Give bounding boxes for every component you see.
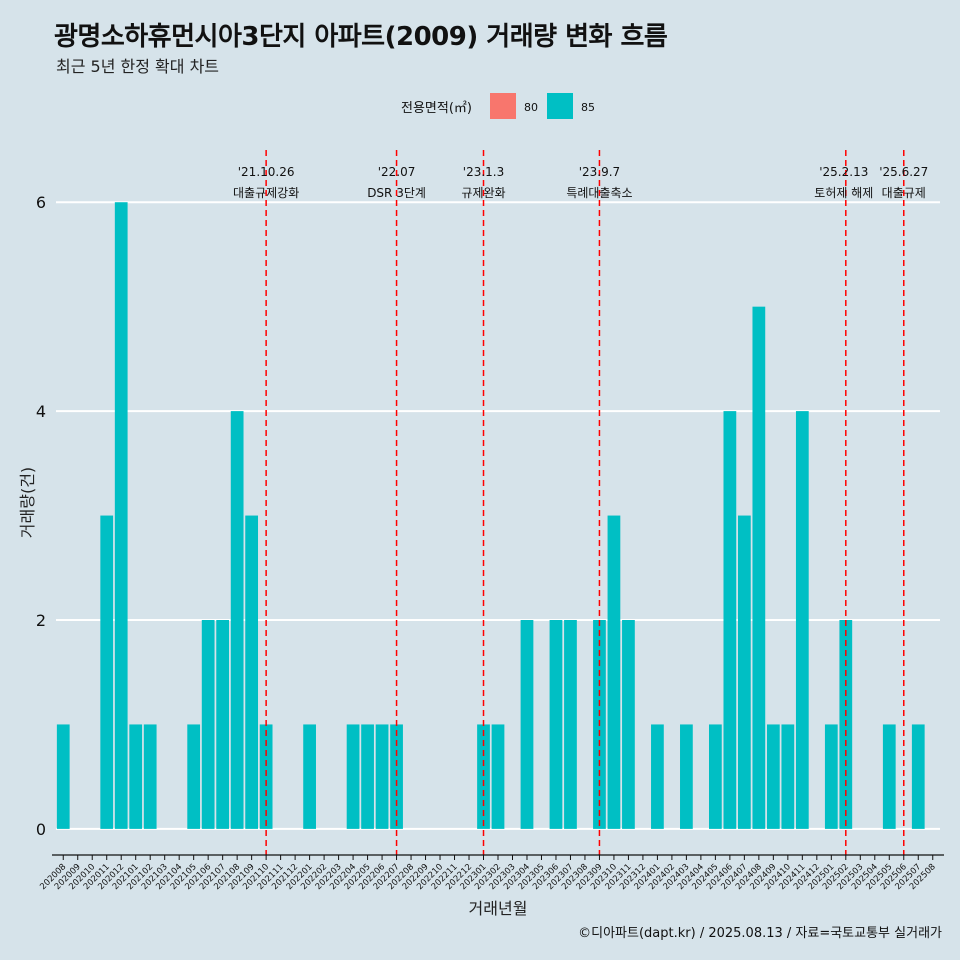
event-date: '23.1.3 — [463, 165, 504, 179]
bar-202101 — [129, 724, 143, 829]
y-tick-label: 6 — [36, 193, 46, 212]
y-axis: 0 2 4 6 거래량(건) — [18, 193, 46, 839]
x-axis: 2020082020092020102020112020122021012021… — [38, 854, 944, 918]
bar-202409 — [766, 724, 780, 829]
bars — [56, 202, 925, 829]
bar-202207 — [390, 724, 403, 829]
legend-swatch-85 — [547, 93, 573, 119]
bar-202204 — [346, 724, 360, 829]
bar-202505 — [882, 724, 896, 829]
y-tick-label: 4 — [36, 402, 46, 421]
bar-202108 — [230, 411, 244, 829]
bar-202102 — [143, 724, 157, 829]
x-axis-label: 거래년월 — [469, 899, 528, 918]
bar-202310 — [607, 515, 621, 829]
event-date: '21.10.26 — [238, 165, 295, 179]
bar-202110 — [259, 724, 273, 829]
bar-202201 — [303, 724, 316, 829]
event-markers: '21.10.26 대출규제강화 '22.07 DSR 3단계 '23.1.3 규제완화 '… — [233, 150, 928, 855]
bar-202106 — [201, 620, 215, 829]
event-date: '22.07 — [378, 165, 416, 179]
event-label: 토허제 해제 — [814, 186, 873, 200]
legend-label-85: 85 — [581, 101, 595, 114]
bar-202012 — [114, 202, 128, 829]
event-label: 대출규제강화 — [233, 186, 299, 200]
chart-title: 광명소하휴먼시아3단지 아파트(2009) 거래량 변화 흐름 — [54, 22, 668, 52]
bar-202304 — [520, 620, 534, 829]
event-label: 특례대출축소 — [566, 186, 632, 200]
bar-202105 — [187, 724, 201, 829]
legend-title: 전용면적(㎡) — [401, 101, 472, 116]
bar-202107 — [216, 620, 230, 829]
bar-202008 — [56, 724, 70, 829]
event-date: '23.9.7 — [579, 165, 620, 179]
bar-202411 — [795, 411, 809, 829]
legend: 전용면적(㎡) 80 85 — [401, 93, 595, 119]
bar-202410 — [781, 724, 795, 829]
legend-label-80: 80 — [524, 101, 538, 114]
bar-202306 — [549, 620, 563, 829]
y-axis-label: 거래량(건) — [18, 467, 37, 538]
bar-202501 — [824, 724, 838, 829]
chart-subtitle: 최근 5년 한정 확대 차트 — [56, 57, 220, 76]
bar-202407 — [737, 515, 751, 829]
event-date: '25.6.27 — [879, 165, 928, 179]
bar-202301 — [477, 724, 490, 829]
bar-202011 — [100, 515, 114, 829]
bar-202507 — [911, 724, 925, 829]
bar-202205 — [361, 724, 374, 829]
event-label: DSR 3단계 — [367, 186, 426, 200]
y-tick-label: 2 — [36, 611, 46, 630]
event-label: 대출규제 — [882, 186, 926, 200]
bar-202311 — [622, 620, 635, 829]
bar-202206 — [375, 724, 389, 829]
bar-202307 — [564, 620, 577, 829]
bar-202302 — [491, 724, 505, 829]
bar-202408 — [752, 306, 766, 829]
bar-202109 — [245, 515, 259, 829]
bar-202403 — [680, 724, 693, 829]
bar-202406 — [723, 411, 737, 829]
y-tick-label: 0 — [36, 820, 46, 839]
bar-202405 — [709, 724, 722, 829]
legend-swatch-80 — [490, 93, 516, 119]
bar-202401 — [651, 724, 664, 829]
event-date: '25.2.13 — [819, 165, 868, 179]
source-caption: ©디아파트(dapt.kr) / 2025.08.13 / 자료=국토교통부 실… — [578, 926, 942, 941]
event-label: 규제완화 — [461, 186, 505, 200]
